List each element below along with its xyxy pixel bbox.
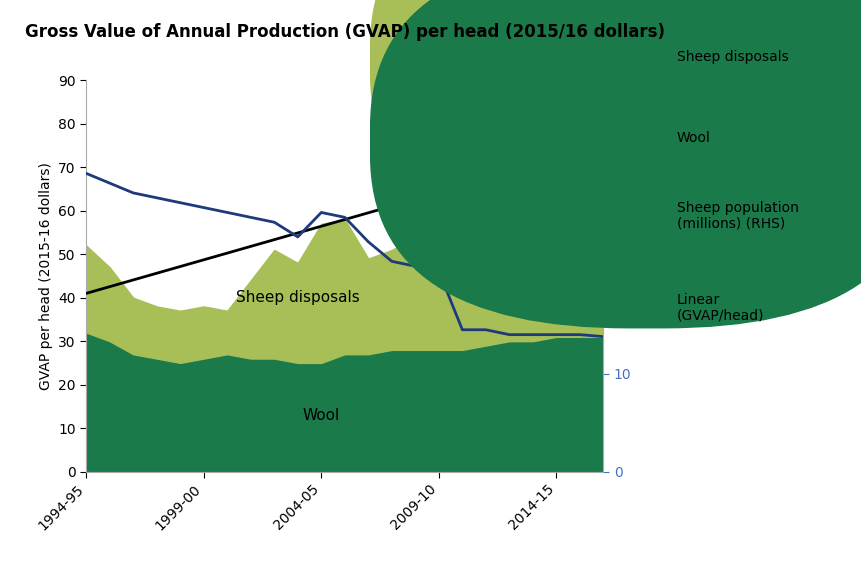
Y-axis label: GVAP per head (2015-16 dollars): GVAP per head (2015-16 dollars): [39, 162, 53, 390]
Text: Sheep disposals: Sheep disposals: [676, 51, 788, 64]
Text: Gross Value of Annual Production (GVAP) per head (2015/16 dollars): Gross Value of Annual Production (GVAP) …: [25, 23, 664, 41]
Text: Sheep disposals: Sheep disposals: [236, 290, 359, 305]
Text: Wool: Wool: [676, 131, 709, 145]
Text: Linear
(GVAP/head): Linear (GVAP/head): [676, 293, 764, 323]
Text: Sheep population
(millions) (RHS): Sheep population (millions) (RHS): [676, 201, 797, 231]
Text: Wool: Wool: [302, 408, 339, 423]
